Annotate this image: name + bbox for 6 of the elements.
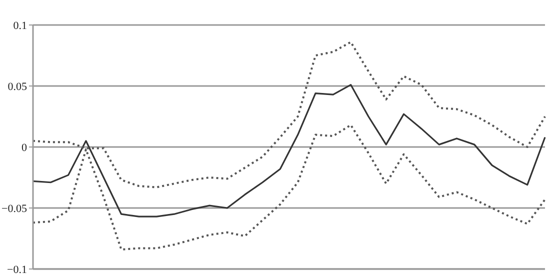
y-tick-label: 0.05 xyxy=(8,80,28,93)
y-tick-label: 0.1 xyxy=(13,20,27,32)
y-tick-label: 0 xyxy=(22,142,28,154)
line-series xyxy=(32,84,546,218)
y-tick-label: −0.05 xyxy=(2,202,28,215)
y-tick-label: −0.1 xyxy=(7,264,27,275)
